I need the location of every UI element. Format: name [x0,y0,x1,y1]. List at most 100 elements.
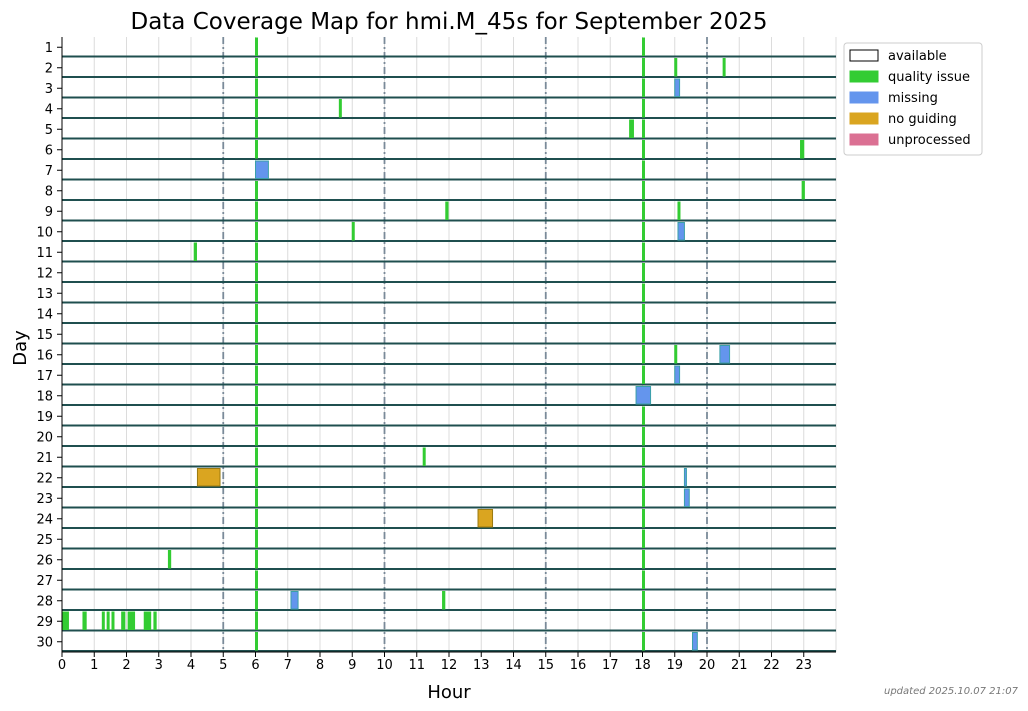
legend-label-quality: quality issue [888,70,970,85]
x-tick-label: 0 [58,658,66,673]
coverage-segment-quality [642,447,645,466]
y-tick-label: 27 [36,574,53,589]
x-tick-label: 6 [251,658,259,673]
coverage-segment-quality [255,119,258,138]
day-rows [62,55,836,652]
legend-label-noguide: no guiding [888,112,957,127]
coverage-segment-missing [683,468,687,487]
coverage-segment-quality [106,611,110,630]
coverage-segment-quality [642,201,645,220]
y-tick-label: 4 [45,102,53,117]
x-tick-label: 1 [90,658,98,673]
x-tick-label: 10 [376,658,393,673]
coverage-segment-quality [255,591,258,610]
x-tick-label: 5 [219,658,227,673]
x-tick-label: 21 [731,658,748,673]
coverage-segment-quality [642,591,645,610]
legend-label-unproc: unprocessed [888,133,971,148]
y-tick-label: 18 [36,389,53,404]
coverage-segment-quality [351,222,355,241]
coverage-segment-missing [719,345,731,364]
y-tick-label: 9 [45,205,53,220]
coverage-segment-quality [101,611,105,630]
coverage-segment-quality [642,406,645,425]
y-tick-label: 17 [36,369,53,384]
coverage-segment-quality [442,591,446,610]
coverage-segment-quality [255,222,258,241]
coverage-segment-quality [111,611,115,630]
coverage-segment-quality [642,509,645,528]
y-tick-label: 20 [36,430,53,445]
coverage-segment-quality [338,99,342,118]
coverage-segment-quality [722,58,726,77]
x-tick-label: 2 [122,658,130,673]
coverage-segment-quality [800,140,805,159]
y-tick-label: 10 [36,225,53,240]
coverage-segment-quality [255,427,258,446]
coverage-segment-noguide [477,509,494,528]
y-tick-label: 12 [36,266,53,281]
x-tick-label: 7 [284,658,292,673]
y-tick-label: 26 [36,553,53,568]
y-tick-label: 23 [36,492,53,507]
legend-swatch-noguide [849,112,879,125]
axes: 0 1 2 3 4 5 6 7 8 9 10 11 12 13 14 15 16 17 18 19 20 21 22 2312… [36,37,836,673]
coverage-segment-missing [635,386,652,405]
y-tick-label: 19 [36,410,53,425]
coverage-segment-quality [629,119,634,138]
coverage-segment-quality [642,632,645,651]
coverage-segment-quality [61,611,69,630]
x-tick-label: 11 [408,658,425,673]
y-tick-label: 25 [36,533,53,548]
coverage-segment-quality [255,406,258,425]
coverage-segment-quality [642,58,645,77]
chart-title: Data Coverage Map for hmi.M_45s for Sept… [130,9,767,35]
x-tick-label: 17 [602,658,619,673]
coverage-segment-quality [255,509,258,528]
coverage-segment-quality [255,78,258,97]
coverage-segment-quality [255,201,258,220]
coverage-segment-quality [121,611,126,630]
coverage-segment-quality [674,58,678,77]
x-tick-label: 3 [155,658,163,673]
coverage-segment-quality [642,283,645,302]
coverage-segment-quality [255,529,258,548]
x-tick-label: 12 [441,658,458,673]
y-tick-label: 8 [45,184,53,199]
coverage-segment-quality [255,570,258,589]
coverage-segment-quality [255,611,258,630]
legend-swatch-unproc [849,133,879,146]
legend: available quality issue missing no guiding u… [843,42,983,156]
coverage-segment-quality [642,78,645,97]
x-tick-label: 13 [473,658,490,673]
coverage-segment-quality [127,611,136,630]
coverage-segment-quality [255,324,258,343]
coverage-segment-quality [642,304,645,323]
coverage-segment-quality [642,263,645,282]
coverage-segment-quality [801,181,805,200]
coverage-marks [61,37,805,651]
coverage-segment-quality [642,99,645,118]
coverage-segment-quality [642,140,645,159]
updated-timestamp: updated 2025.10.07 21:07 [884,686,1019,697]
x-tick-label: 14 [505,658,522,673]
x-tick-label: 9 [348,658,356,673]
coverage-segment-quality [255,37,258,56]
coverage-segment-quality [255,550,258,569]
coverage-segment-quality [255,263,258,282]
coverage-segment-missing [677,222,685,241]
coverage-segment-quality [255,632,258,651]
coverage-segment-missing [674,78,681,97]
coverage-segment-quality [143,611,152,630]
x-axis-label: Hour [427,682,471,703]
legend-swatch-available [849,49,879,62]
coverage-segment-quality [642,427,645,446]
y-tick-label: 30 [36,635,53,650]
coverage-segment-quality [255,304,258,323]
coverage-segment-quality [255,447,258,466]
coverage-segment-quality [642,529,645,548]
coverage-segment-missing [683,488,690,507]
coverage-segment-quality [255,386,258,405]
y-tick-label: 21 [36,451,53,466]
